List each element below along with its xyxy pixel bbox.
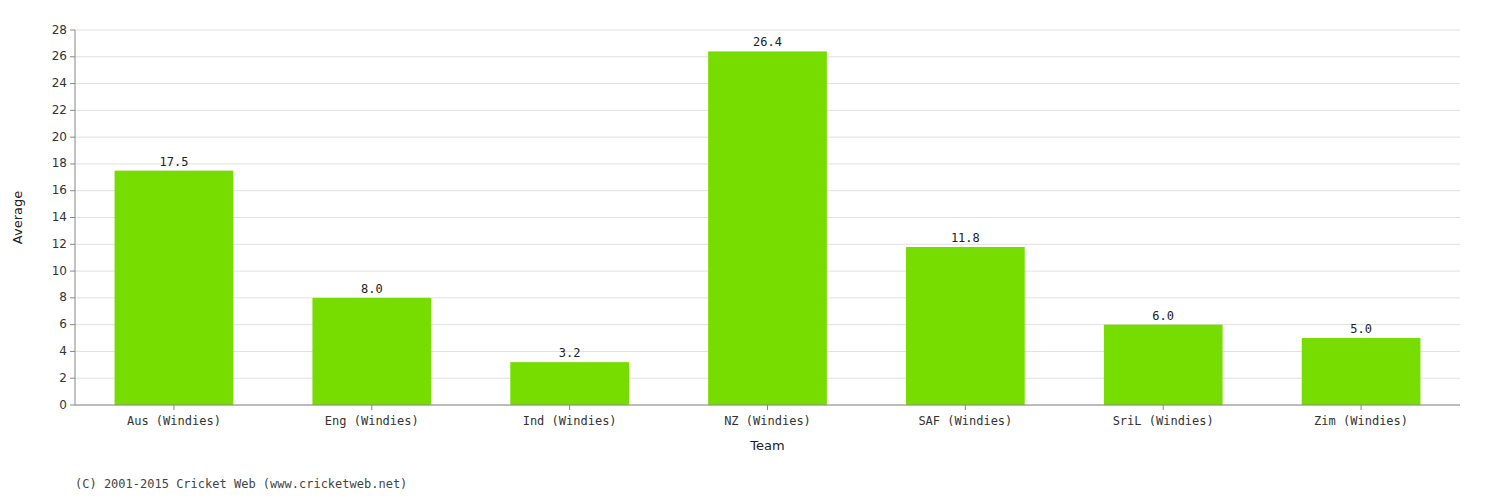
y-tick	[70, 378, 75, 379]
bar	[708, 51, 827, 405]
y-tick-label: 22	[52, 103, 67, 117]
x-tick-label: Ind (Windies)	[523, 414, 617, 428]
data-label: 3.2	[559, 346, 581, 360]
data-label: 11.8	[951, 231, 980, 245]
x-tick-label: SAF (Windies)	[918, 414, 1012, 428]
data-label: 26.4	[753, 35, 782, 49]
y-tick	[70, 30, 75, 31]
grid-line	[75, 30, 1460, 31]
data-label: 6.0	[1152, 309, 1174, 323]
x-tick	[1361, 405, 1362, 410]
x-tick	[767, 405, 768, 410]
x-axis-label: Team	[749, 438, 784, 453]
y-tick	[70, 190, 75, 191]
y-tick-label: 12	[52, 237, 67, 251]
x-tick	[1163, 405, 1164, 410]
x-tick-label: Zim (Windies)	[1314, 414, 1408, 428]
bar	[1302, 338, 1421, 405]
y-tick-label: 4	[59, 344, 67, 358]
x-tick-label: NZ (Windies)	[724, 414, 811, 428]
bar	[1104, 325, 1223, 405]
y-tick	[70, 137, 75, 138]
y-tick-label: 24	[52, 76, 67, 90]
x-tick	[371, 405, 372, 410]
y-tick-label: 28	[52, 23, 67, 37]
bar	[906, 247, 1025, 405]
bar	[312, 298, 431, 405]
y-tick-label: 14	[52, 210, 67, 224]
data-label: 17.5	[159, 155, 188, 169]
y-tick	[70, 271, 75, 272]
y-tick-label: 6	[59, 317, 67, 331]
y-tick	[70, 83, 75, 84]
y-tick-label: 2	[59, 371, 67, 385]
y-tick-label: 20	[52, 130, 67, 144]
y-tick	[70, 405, 75, 406]
y-axis-line	[75, 30, 76, 405]
data-label: 8.0	[361, 282, 383, 296]
y-tick-label: 18	[52, 156, 67, 170]
footer: (C) 2001-2015 Cricket Web (www.cricketwe…	[75, 477, 407, 491]
chart: 024681012141618202224262817.58.03.226.41…	[0, 0, 1500, 500]
bar	[115, 171, 234, 405]
x-tick	[569, 405, 570, 410]
x-tick-label: Eng (Windies)	[325, 414, 419, 428]
y-tick-label: 0	[59, 398, 67, 412]
x-tick-label: Aus (Windies)	[127, 414, 221, 428]
y-tick	[70, 163, 75, 164]
y-axis-label: Average	[10, 191, 25, 244]
y-tick	[70, 56, 75, 57]
data-label: 5.0	[1350, 322, 1372, 336]
data-labels: 17.5 8.0 3.2 26.4 11.8 6.0 5.0	[159, 35, 1371, 360]
grid	[75, 30, 1460, 405]
y-tick	[70, 244, 75, 245]
y-tick	[70, 351, 75, 352]
y-tick-label: 10	[52, 264, 67, 278]
bars	[115, 51, 1421, 405]
y-tick	[70, 324, 75, 325]
y-axis: 0246810121416182022242628	[52, 23, 75, 412]
x-tick-label: SriL (Windies)	[1113, 414, 1214, 428]
y-tick-label: 8	[59, 290, 67, 304]
y-tick-label: 16	[52, 183, 67, 197]
y-tick	[70, 297, 75, 298]
y-tick	[70, 110, 75, 111]
bar	[510, 362, 629, 405]
x-axis: Aus (Windies) Eng (Windies) Ind (Windies) N…	[127, 405, 1408, 428]
x-tick	[173, 405, 174, 410]
x-tick	[965, 405, 966, 410]
y-tick-label: 26	[52, 49, 67, 63]
y-tick	[70, 217, 75, 218]
